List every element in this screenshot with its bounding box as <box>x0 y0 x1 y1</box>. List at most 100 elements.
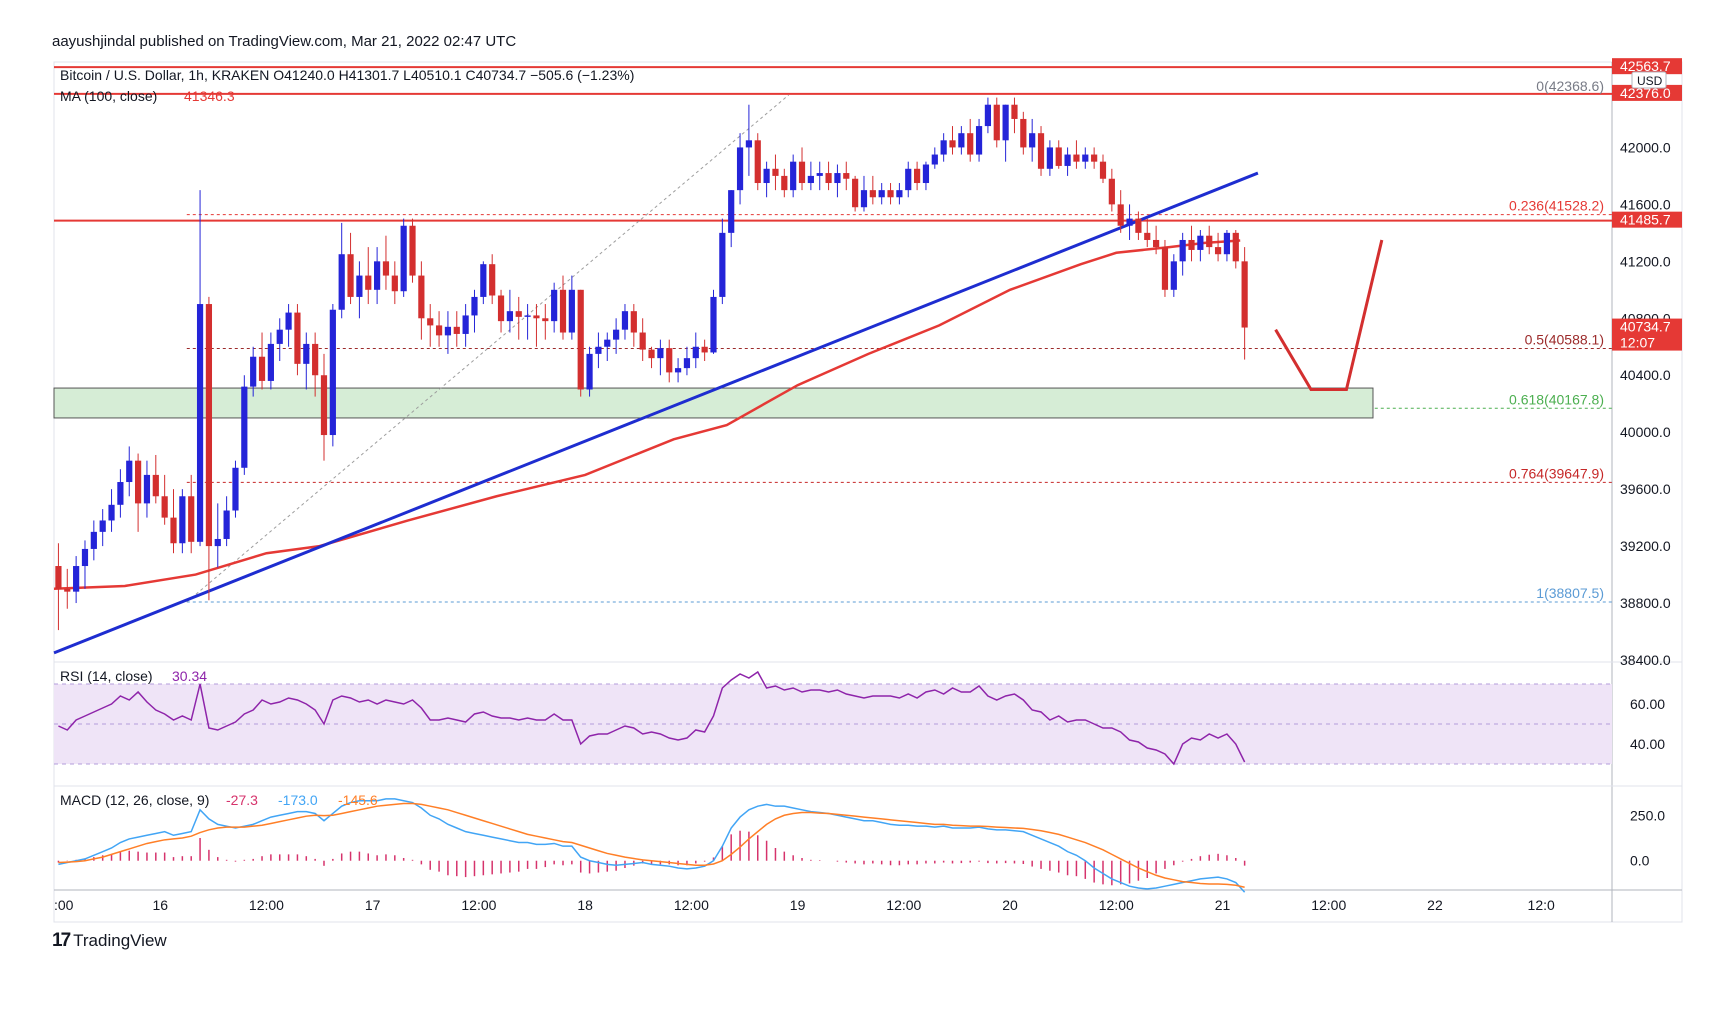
candle-body <box>489 264 496 296</box>
fib-guide-line <box>186 94 790 603</box>
candle-body <box>719 232 726 297</box>
candle-body <box>250 356 257 387</box>
candle-body <box>860 190 868 208</box>
macd-legend-value: -27.3 <box>226 792 258 808</box>
candle-body <box>205 304 213 547</box>
price-tag-label: 42563.7 <box>1620 58 1671 74</box>
candle-body <box>887 190 894 198</box>
price-tick-label: 39600.0 <box>1620 481 1671 497</box>
candle-body <box>320 375 328 436</box>
candle-body <box>949 140 956 148</box>
macd-legend-value: -173.0 <box>278 792 318 808</box>
time-tick-label: 16 <box>152 897 168 913</box>
ma-legend-label: MA (100, close) <box>60 88 157 104</box>
time-tick-label: 20 <box>1002 897 1018 913</box>
candle-body <box>1046 147 1053 169</box>
tradingview-logo[interactable]: 17 TradingView <box>52 930 167 952</box>
candle-body <box>975 126 983 155</box>
candle-body <box>674 368 682 373</box>
candle-body <box>418 275 425 319</box>
time-tick-label: 12:00 <box>1311 897 1346 913</box>
candle-body <box>586 353 593 390</box>
time-tick-label: 12:00 <box>249 897 284 913</box>
candle-body <box>134 460 142 504</box>
candle-body <box>196 304 204 542</box>
time-tick-label: 18 <box>577 897 593 913</box>
candle-body <box>701 346 708 353</box>
candle-body <box>604 339 611 347</box>
candle-body <box>356 275 363 297</box>
candle-body <box>409 225 416 276</box>
currency-badge-bg <box>1631 71 1667 89</box>
candle-body <box>1214 247 1222 255</box>
candle-body <box>347 254 354 297</box>
fib-level-label: 0.236(41528.2) <box>1509 198 1604 214</box>
price-tick-label: 42000.0 <box>1620 139 1671 155</box>
ma-legend-value: 41346.3 <box>184 88 235 104</box>
candle-body <box>834 173 841 184</box>
candle-body <box>984 104 992 127</box>
candle-body <box>1126 218 1133 226</box>
price-tick-label: 40000.0 <box>1620 424 1671 440</box>
candle-body <box>967 133 974 155</box>
candle-body <box>683 358 691 369</box>
candle-body <box>1188 239 1195 250</box>
candle-body <box>462 315 469 334</box>
moving-average-line <box>53 239 1241 591</box>
price-tick-label: 38800.0 <box>1620 595 1671 611</box>
candle-body <box>1011 104 1018 119</box>
candle-body <box>807 175 814 184</box>
candle-body <box>73 566 80 592</box>
candle-body <box>108 504 115 521</box>
candle-body <box>143 474 151 504</box>
candle-body <box>214 538 221 547</box>
price-tick-label: 39200.0 <box>1620 538 1671 554</box>
currency-badge: USD <box>1637 74 1663 88</box>
candle-body <box>506 311 513 322</box>
price-tag-label: 41485.7 <box>1620 212 1671 228</box>
candle-body <box>1037 133 1045 169</box>
candle-body <box>524 315 531 317</box>
candle-body <box>241 386 248 468</box>
support-zone <box>53 387 1374 419</box>
candle-body <box>338 254 345 310</box>
publisher-line: aayushjindal published on TradingView.co… <box>52 33 517 50</box>
candle-body <box>1002 104 1009 141</box>
candle-body <box>1055 147 1062 166</box>
candle-body <box>427 318 434 326</box>
candle-body <box>258 356 266 381</box>
candle-body <box>728 190 735 233</box>
candle-body <box>117 482 124 505</box>
candle-body <box>161 496 168 518</box>
candle-body <box>285 312 292 330</box>
candle-body <box>710 296 717 353</box>
candle-body <box>993 104 1000 141</box>
time-tick-label: 12:00 <box>674 897 709 913</box>
candle-body <box>1232 232 1239 262</box>
candle-body <box>303 343 310 364</box>
candle-body <box>648 349 655 359</box>
rsi-tick-label: 60.00 <box>1630 696 1665 712</box>
fib-level-label: 1(38807.5) <box>1536 585 1604 601</box>
candle-body <box>391 275 398 292</box>
candle-body <box>188 496 195 542</box>
candle-body <box>152 474 159 497</box>
macd-line <box>58 798 1246 893</box>
time-tick-label: 12:00 <box>1099 897 1134 913</box>
candle-body <box>276 329 283 344</box>
candle-body <box>781 175 788 191</box>
candle-body <box>577 289 584 390</box>
candle-body <box>1135 218 1142 233</box>
time-tick-label: 12:00 <box>461 897 496 913</box>
macd-signal-line <box>58 802 1245 889</box>
candle-body <box>1099 161 1107 179</box>
candle-body <box>630 311 637 333</box>
candle-body <box>329 309 336 436</box>
candle-body <box>1144 232 1151 240</box>
candle-body <box>179 496 186 544</box>
candle-body <box>99 520 106 532</box>
price-tag-bg <box>1612 84 1682 101</box>
candle-body <box>1161 247 1169 290</box>
candle-body <box>435 325 443 336</box>
